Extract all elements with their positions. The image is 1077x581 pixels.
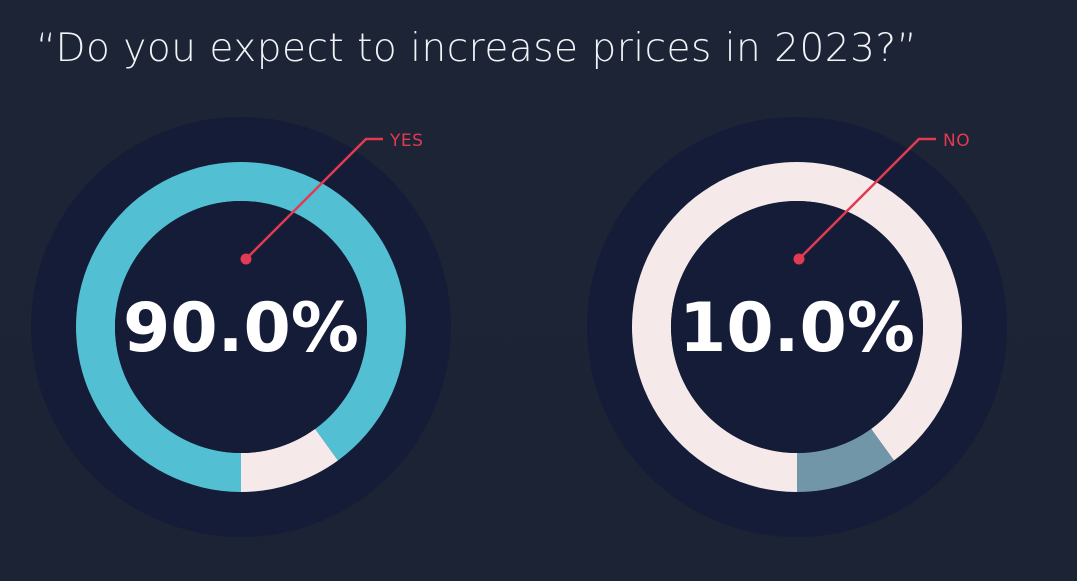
- donut-no-callout-dot: [793, 253, 805, 265]
- donut-slice-no: [241, 428, 338, 492]
- chart-title: “Do you expect to increase prices in 202…: [36, 26, 918, 71]
- donut-yes-chart: YES 90.0%: [31, 117, 451, 537]
- donut-slice-no: [797, 428, 894, 492]
- donut-yes-percentage: 90.0%: [123, 289, 359, 368]
- donut-no-chart: NO 10.0%: [587, 117, 1007, 537]
- donut-no-callout-label: NO: [943, 131, 970, 151]
- donut-no-center: [671, 201, 923, 453]
- donut-yes-callout-line: [245, 137, 383, 260]
- donut-yes-center: [115, 201, 367, 453]
- donut-yes-callout-dot: [240, 253, 252, 265]
- donut-yes-callout-label: YES: [389, 131, 423, 151]
- donut-no-callout-line: [798, 137, 936, 260]
- donut-no-percentage: 10.0%: [679, 289, 915, 368]
